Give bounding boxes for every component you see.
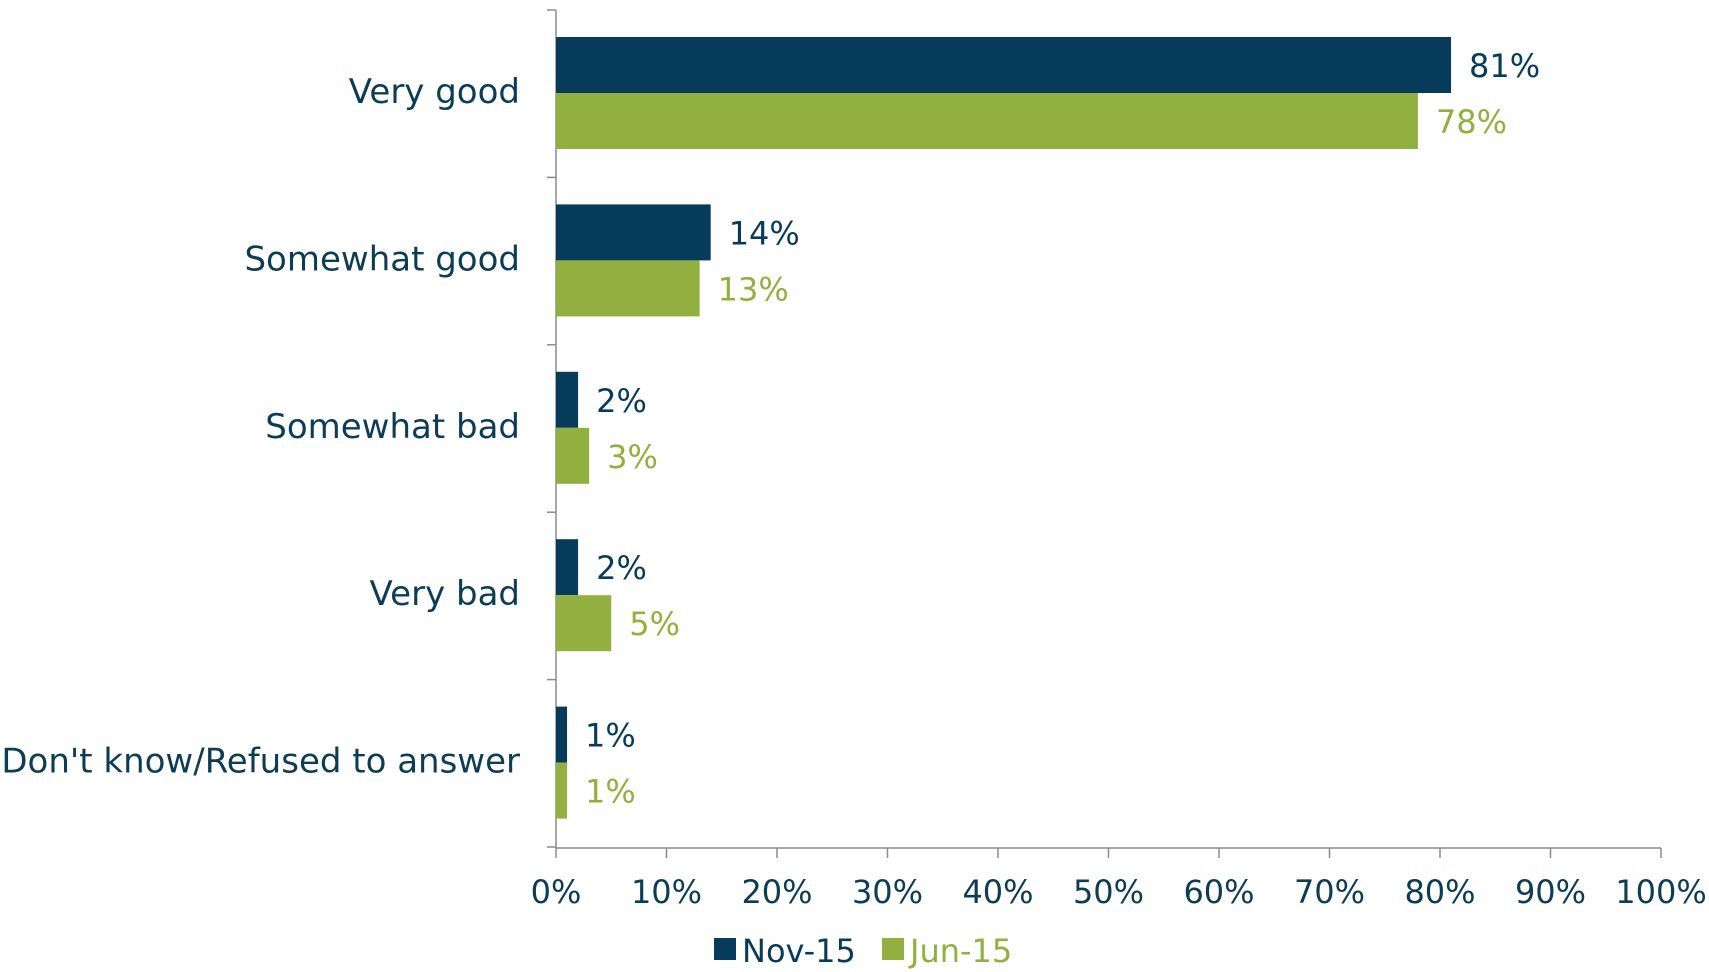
bar — [556, 762, 568, 819]
x-tick-label: 40% — [962, 873, 1033, 911]
x-tick-label: 60% — [1183, 873, 1254, 911]
data-label: 2% — [596, 382, 647, 420]
category-label: Somewhat good — [244, 239, 520, 279]
bar — [556, 706, 568, 763]
data-labels: 81% 78% 14% 13% 2% 3% 2% 5% 1% 1% — [585, 47, 1540, 811]
bars — [556, 37, 1452, 819]
category-label: Somewhat bad — [265, 407, 520, 447]
x-tick-label: 0% — [531, 873, 582, 911]
bar — [556, 204, 711, 261]
x-tick-label: 80% — [1404, 873, 1475, 911]
data-label: 81% — [1469, 47, 1540, 85]
data-label: 5% — [629, 605, 680, 643]
x-tick-label: 10% — [631, 873, 702, 911]
bar — [556, 37, 1452, 93]
x-tick-label: 70% — [1294, 873, 1365, 911]
x-tick-label: 30% — [852, 873, 923, 911]
data-label: 13% — [718, 270, 789, 308]
bar — [556, 260, 700, 317]
legend: Nov-15 Jun-15 — [714, 932, 1012, 970]
data-label: 14% — [729, 214, 800, 252]
bar — [556, 371, 579, 428]
x-tick-label: 50% — [1073, 873, 1144, 911]
bar — [556, 595, 612, 652]
x-tick-label: 20% — [741, 873, 812, 911]
legend-swatch — [882, 938, 904, 960]
legend-label: Nov-15 — [742, 932, 856, 970]
data-label: 1% — [585, 773, 636, 811]
data-label: 2% — [596, 549, 647, 587]
category-label: Very good — [349, 72, 520, 112]
category-labels: Very good Somewhat good Somewhat bad Very b… — [1, 72, 520, 782]
category-label: Very bad — [370, 574, 520, 614]
legend-swatch — [714, 938, 736, 960]
bar — [556, 427, 590, 484]
data-label: 78% — [1436, 103, 1507, 141]
legend-label: Jun-15 — [908, 932, 1012, 970]
x-tick-label: 90% — [1515, 873, 1586, 911]
bar — [556, 539, 579, 596]
category-label: Don't know/Refused to answer — [1, 742, 520, 782]
data-label: 3% — [607, 438, 658, 476]
bar — [556, 93, 1418, 149]
x-tick-label: 100% — [1615, 873, 1706, 911]
data-label: 1% — [585, 717, 636, 755]
x-tick-labels: 0% 10% 20% 30% 40% 50% 60% 70% 80% 90% 100% — [531, 873, 1707, 911]
